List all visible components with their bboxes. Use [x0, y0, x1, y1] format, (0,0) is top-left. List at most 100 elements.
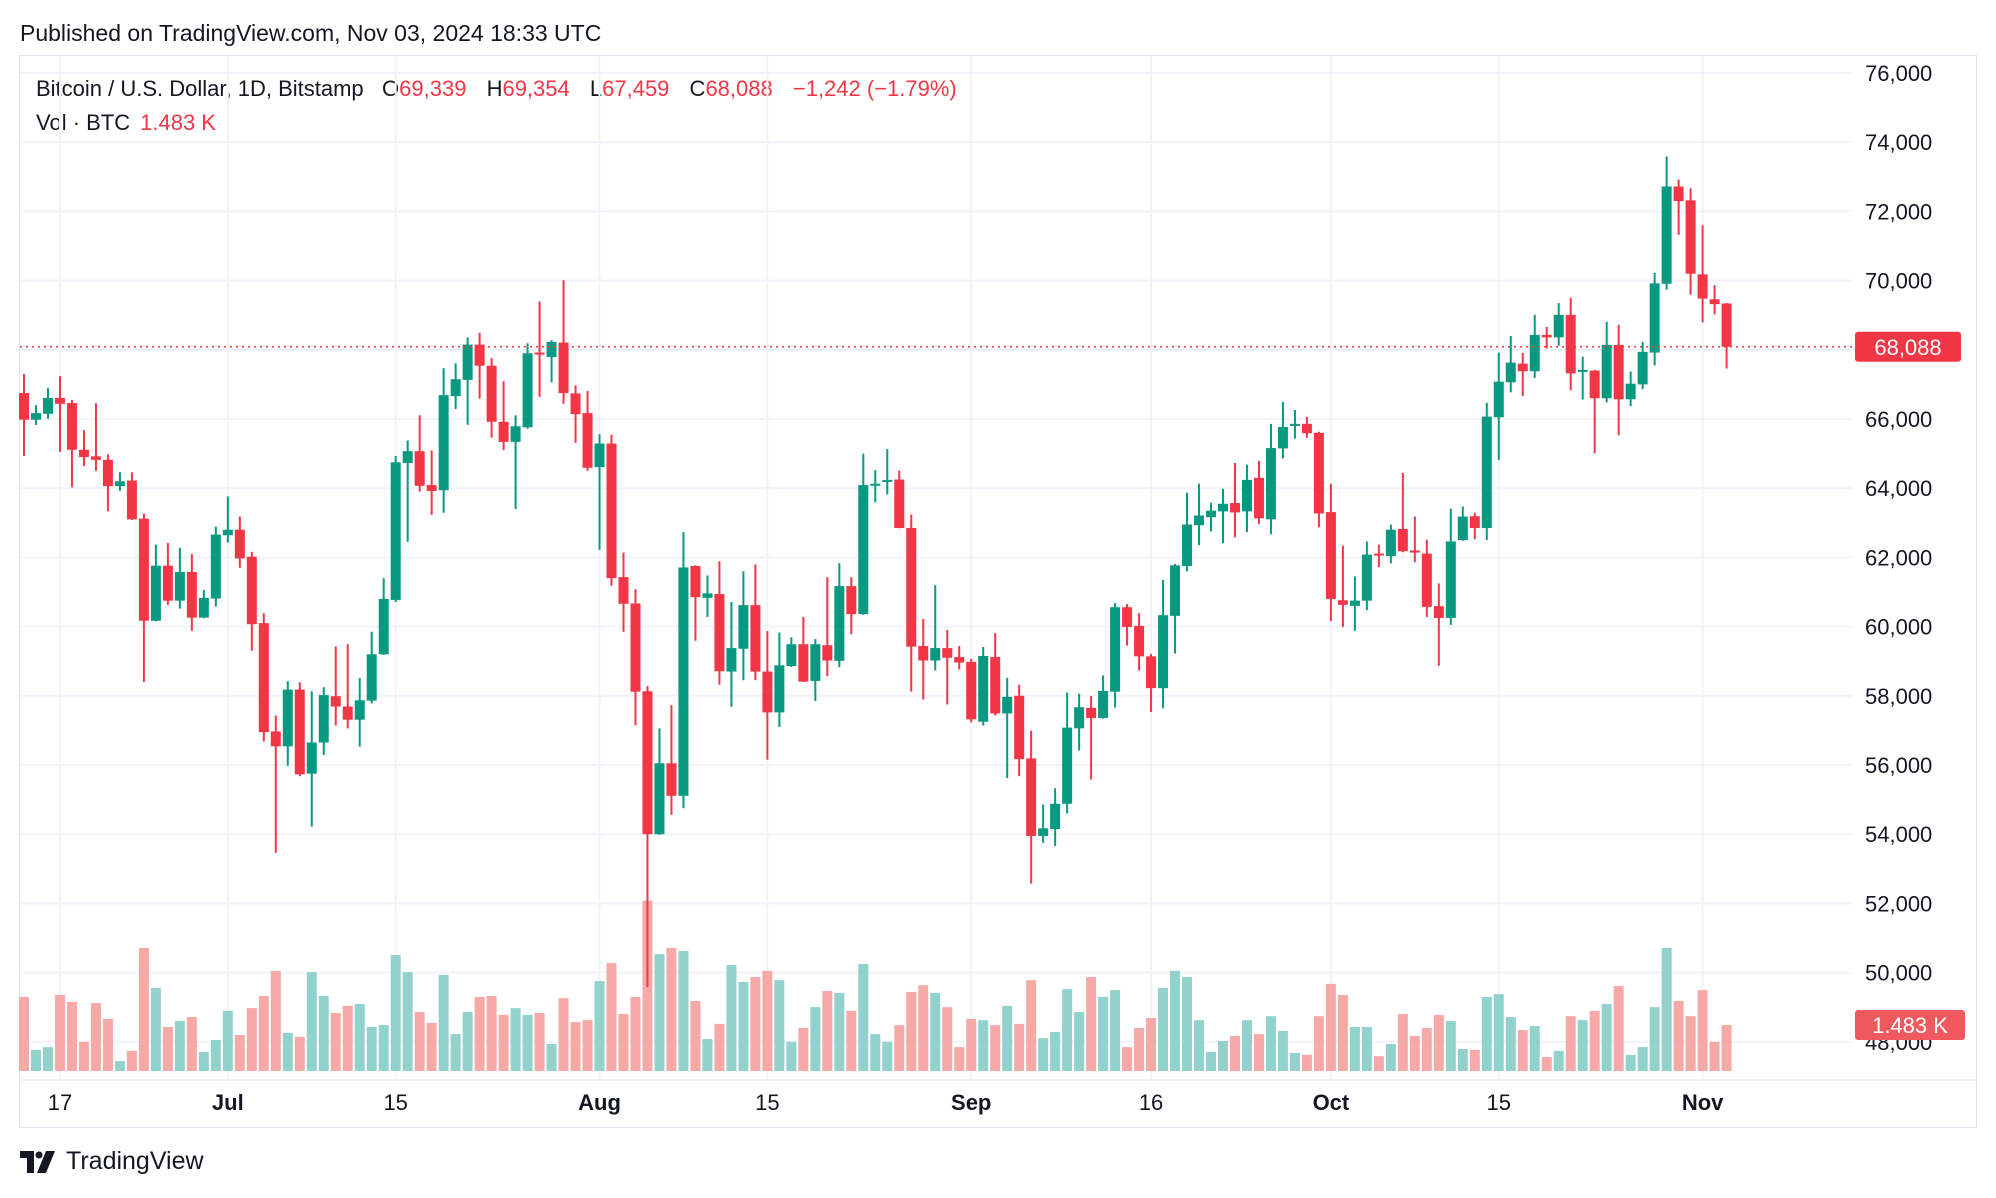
candle[interactable] — [654, 728, 665, 835]
candle[interactable] — [1014, 684, 1025, 777]
candle[interactable] — [282, 681, 293, 766]
candle[interactable] — [978, 647, 989, 726]
candle[interactable] — [126, 472, 137, 521]
candle[interactable] — [1098, 675, 1109, 719]
symbol-title[interactable]: Bitcoin / U.S. Dollar, 1D, Bitstamp — [36, 76, 364, 101]
candle[interactable] — [990, 633, 1001, 716]
candle[interactable] — [810, 639, 821, 701]
candle[interactable] — [906, 514, 917, 692]
candle[interactable] — [1709, 285, 1720, 315]
candle[interactable] — [714, 561, 725, 685]
candle[interactable] — [426, 450, 437, 515]
candle[interactable] — [438, 368, 449, 513]
candle[interactable] — [1325, 483, 1336, 622]
candle[interactable] — [1649, 272, 1660, 366]
candle[interactable] — [474, 332, 485, 399]
candle[interactable] — [522, 343, 533, 429]
price-axis[interactable]: 76,000 74,000 72,000 70,000 66,000 64,000 62,0… — [1865, 61, 1932, 1055]
candle[interactable] — [1481, 402, 1492, 541]
candle[interactable] — [750, 564, 761, 681]
candle[interactable] — [270, 715, 281, 853]
candle[interactable] — [726, 602, 737, 707]
candle[interactable] — [1685, 188, 1696, 295]
candle[interactable] — [1313, 431, 1324, 528]
candle[interactable] — [1589, 369, 1600, 454]
candle[interactable] — [918, 618, 929, 700]
candle[interactable] — [1541, 326, 1552, 349]
candle[interactable] — [582, 390, 593, 471]
candle[interactable] — [1349, 576, 1360, 631]
candle[interactable] — [354, 678, 365, 747]
candle[interactable] — [1469, 512, 1480, 540]
candle[interactable] — [1529, 314, 1540, 378]
candle[interactable] — [1265, 423, 1276, 535]
candle[interactable] — [666, 705, 677, 815]
candle[interactable] — [954, 645, 965, 670]
candle[interactable] — [1241, 464, 1252, 533]
candle[interactable] — [786, 637, 797, 668]
candle[interactable] — [894, 470, 905, 529]
candle[interactable] — [234, 516, 245, 568]
candle[interactable] — [78, 430, 89, 467]
candle[interactable] — [1086, 696, 1097, 780]
candle[interactable] — [834, 563, 845, 668]
candle[interactable] — [1625, 371, 1636, 407]
candle[interactable] — [1026, 730, 1037, 884]
candle[interactable] — [510, 415, 521, 509]
candle[interactable] — [534, 301, 545, 397]
candle[interactable] — [1637, 341, 1648, 390]
candle[interactable] — [138, 513, 149, 682]
candle[interactable] — [1050, 788, 1061, 846]
candle[interactable] — [30, 405, 41, 425]
candle[interactable] — [702, 575, 713, 617]
candle[interactable] — [19, 374, 29, 457]
candle[interactable] — [822, 577, 833, 677]
candle[interactable] — [1134, 613, 1145, 671]
candle[interactable] — [762, 631, 773, 760]
candle[interactable] — [1373, 544, 1384, 568]
candle[interactable] — [798, 616, 809, 682]
candle[interactable] — [258, 613, 269, 742]
candle[interactable] — [858, 453, 869, 615]
candle[interactable] — [222, 496, 233, 543]
candle[interactable] — [42, 387, 53, 419]
candle[interactable] — [378, 578, 389, 655]
candle[interactable] — [1062, 692, 1073, 814]
candle[interactable] — [1397, 472, 1408, 553]
candle[interactable] — [678, 532, 689, 809]
tradingview-logo[interactable]: TradingView — [20, 1147, 204, 1176]
candle[interactable] — [1122, 604, 1133, 646]
candle[interactable] — [198, 589, 209, 619]
candle[interactable] — [606, 434, 617, 586]
candle[interactable] — [738, 571, 749, 681]
candle[interactable] — [1601, 321, 1612, 403]
candle[interactable] — [498, 381, 509, 451]
candle[interactable] — [618, 552, 629, 632]
candle[interactable] — [1493, 352, 1504, 461]
candle[interactable] — [162, 542, 173, 605]
candle[interactable] — [570, 385, 581, 443]
candle[interactable] — [54, 376, 65, 452]
candle[interactable] — [1385, 524, 1396, 564]
candle[interactable] — [1577, 356, 1588, 400]
candle[interactable] — [546, 340, 557, 383]
candle[interactable] — [306, 691, 317, 827]
candle[interactable] — [1218, 488, 1228, 544]
candle[interactable] — [1361, 541, 1372, 610]
candle[interactable] — [1517, 352, 1528, 397]
candle[interactable] — [342, 644, 353, 729]
candle[interactable] — [630, 589, 641, 726]
candle[interactable] — [846, 577, 857, 635]
candle[interactable] — [1565, 297, 1576, 391]
candle[interactable] — [102, 454, 113, 512]
candle[interactable] — [90, 403, 101, 471]
candle[interactable] — [1445, 508, 1456, 625]
candle[interactable] — [1721, 302, 1732, 369]
candle[interactable] — [1457, 506, 1468, 541]
candle[interactable] — [1673, 179, 1684, 235]
candle[interactable] — [870, 470, 881, 503]
candle[interactable] — [1697, 225, 1708, 323]
candle[interactable] — [690, 565, 701, 641]
candle[interactable] — [1337, 545, 1348, 627]
